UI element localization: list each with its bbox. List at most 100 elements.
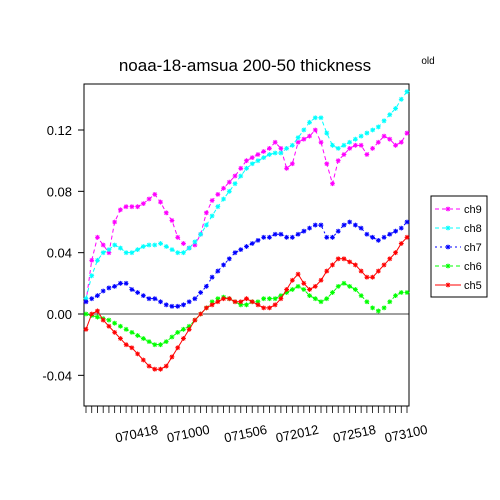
data-point-ch8 [95,257,100,263]
data-point-ch7 [353,222,358,228]
data-point-ch5 [335,256,341,262]
data-point-ch9 [272,139,278,145]
data-point-ch8 [318,115,324,121]
data-point-ch5 [370,274,376,280]
data-point-ch6 [238,302,244,308]
legend-label-ch6: ch6 [464,261,482,273]
data-point-ch7 [244,244,249,249]
data-point-ch8 [289,142,295,148]
data-point-ch6 [404,290,410,295]
series-ch8 [83,89,410,302]
data-point-ch5 [209,302,215,308]
data-point-ch9 [335,158,341,164]
data-point-ch5 [192,317,198,323]
data-point-ch7 [318,222,324,228]
data-point-ch6 [347,284,353,289]
data-point-ch7 [312,222,318,228]
data-point-ch6 [289,287,295,292]
data-point-ch7 [249,241,255,246]
data-point-ch5 [129,345,135,351]
data-point-ch9 [261,149,267,154]
data-point-ch8 [146,242,152,248]
data-point-ch7 [198,290,204,295]
data-point-ch9 [209,198,215,203]
data-point-ch7 [169,303,175,309]
data-point-ch6 [140,336,146,341]
data-point-ch8 [364,130,370,136]
data-point-ch9 [100,242,106,248]
data-point-ch5 [152,366,158,372]
data-point-ch9 [203,210,209,216]
data-point-ch7 [152,296,158,302]
data-point-ch5 [100,317,106,323]
data-point-ch8 [232,181,238,187]
series-line-ch8 [85,91,408,299]
data-point-ch9 [289,161,295,167]
data-point-ch5 [341,256,347,262]
data-point-ch8 [221,196,226,202]
data-point-ch6 [301,287,307,292]
x-tick-label: 072012 [274,422,320,446]
y-tick-label: 0.04 [47,246,72,261]
data-point-ch6 [398,290,404,295]
data-point-ch9 [370,146,376,151]
data-point-ch9 [341,152,347,157]
data-point-ch6 [272,296,278,302]
data-point-ch9 [324,161,330,167]
data-point-ch5 [117,336,123,341]
data-point-ch6 [215,296,221,302]
data-point-ch5 [146,363,152,369]
data-point-ch8 [387,112,393,118]
data-point-ch7 [232,250,238,256]
data-point-ch8 [255,158,261,164]
data-point-ch9 [307,133,312,139]
data-point-ch7 [158,299,163,305]
data-point-ch9 [163,210,169,216]
data-point-ch5 [307,287,312,292]
data-point-ch6 [112,320,118,326]
data-point-ch8 [381,118,387,124]
data-point-ch8 [249,161,255,167]
data-point-ch9 [123,204,129,210]
data-point-ch8 [284,146,290,151]
data-point-ch6 [209,299,215,305]
data-point-ch8 [330,142,335,148]
data-point-ch5 [393,250,398,256]
data-point-ch6 [186,323,192,329]
data-point-ch7 [284,234,290,240]
data-point-ch6 [123,326,129,332]
data-point-ch7 [135,290,140,295]
data-point-ch6 [335,284,341,289]
data-point-ch5 [244,296,249,302]
data-point-ch8 [370,127,376,133]
data-point-ch7 [95,293,100,298]
data-point-ch5 [140,357,146,363]
data-point-ch9 [158,199,163,205]
legend-marker-ch8 [445,225,451,231]
data-point-ch9 [353,142,358,148]
data-point-ch8 [83,296,89,302]
legend-item-ch5: ch5 [435,280,482,292]
data-point-ch7 [364,231,370,237]
legend-item-ch9: ch9 [435,204,482,216]
data-point-ch5 [278,296,284,302]
data-point-ch9 [95,234,100,240]
data-point-ch5 [358,268,364,274]
data-point-ch6 [393,293,398,298]
data-point-ch9 [312,127,318,133]
data-point-ch5 [186,326,192,332]
data-point-ch6 [135,333,140,338]
data-point-ch8 [226,188,232,194]
data-point-ch6 [387,299,393,305]
data-point-ch5 [387,256,393,262]
legend-marker-ch5 [445,282,451,288]
data-point-ch7 [106,285,112,291]
data-point-ch8 [163,244,169,249]
data-point-ch6 [261,296,267,302]
data-point-ch8 [278,150,284,156]
data-point-ch7 [330,234,335,240]
data-point-ch7 [117,280,123,286]
data-point-ch6 [181,326,186,332]
